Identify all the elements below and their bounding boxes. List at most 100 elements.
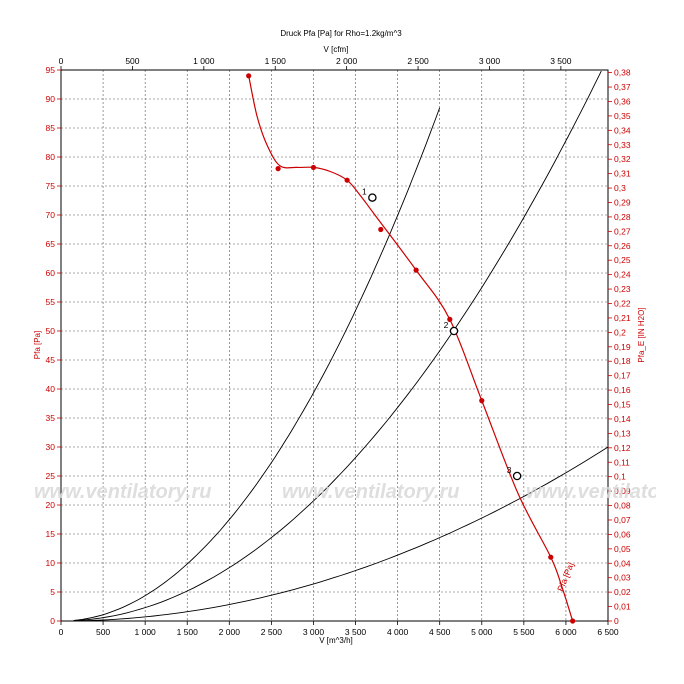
- operating-point-2: [449, 326, 459, 336]
- y-tick-label: 20: [46, 500, 56, 510]
- top-tick-label: 3 000: [479, 56, 501, 66]
- y2-tick-label: 0,07: [614, 515, 631, 525]
- fan-curve-marker: [548, 554, 554, 560]
- operating-points: 1 2 3: [362, 187, 522, 481]
- x-tick-label: 2 000: [219, 627, 241, 637]
- x-tick-label: 4 000: [387, 627, 409, 637]
- top-tick-label: 1 000: [193, 56, 215, 66]
- y2-tick-label: 0,18: [614, 356, 631, 366]
- y-tick-label: 5: [50, 587, 55, 597]
- y2-tick-label: 0,04: [614, 558, 631, 568]
- x-tick-label: 5 500: [513, 627, 535, 637]
- y2-tick-label: 0,28: [614, 212, 631, 222]
- y-tick-label: 35: [46, 413, 56, 423]
- y-tick-label: 15: [46, 529, 56, 539]
- y2-tick-label: 0,35: [614, 111, 631, 121]
- y2-axis-ticks: 0 0,01 0,02 0,03 0,04 0,05 0,06 0,07 0,08 0,09 0,1…: [608, 68, 631, 626]
- y2-tick-label: 0,16: [614, 385, 631, 395]
- y-tick-label: 85: [46, 123, 56, 133]
- y2-tick-label: 0,25: [614, 255, 631, 265]
- top-axis-label: V [cfm]: [324, 45, 349, 54]
- y-axis-label: Pfa [Pa]: [33, 331, 42, 359]
- y2-tick-label: 0,11: [614, 457, 630, 467]
- y2-tick-label: 0,14: [614, 414, 631, 424]
- x-tick-label: 4 500: [429, 627, 451, 637]
- chart-title: Druck Pfa [Pa] for Rho=1.2kg/m^3: [280, 29, 402, 38]
- y2-tick-label: 0,22: [614, 299, 631, 309]
- y2-tick-label: 0,29: [614, 197, 631, 207]
- fan-curve-marker: [570, 618, 576, 624]
- y2-tick-label: 0,27: [614, 226, 631, 236]
- y-tick-label: 10: [46, 558, 56, 568]
- y-tick-label: 30: [46, 442, 56, 452]
- y2-tick-label: 0,36: [614, 96, 631, 106]
- top-tick-label: 2 000: [336, 56, 358, 66]
- system-curve-2: [73, 70, 602, 622]
- watermark-text-2: www.ventilatory.ru: [282, 481, 459, 503]
- y-tick-label: 45: [46, 355, 56, 365]
- x-tick-label: 6 500: [597, 627, 619, 637]
- system-curve-1: [73, 107, 441, 621]
- y2-tick-label: 0,24: [614, 270, 631, 280]
- y2-tick-label: 0,13: [614, 428, 631, 438]
- x-tick-label: 500: [96, 627, 110, 637]
- top-tick-label: 1 500: [265, 56, 287, 66]
- x-tick-label: 3 500: [345, 627, 367, 637]
- watermark-text-3: www.ventilatory.ru: [526, 481, 684, 503]
- x-tick-label: 3 000: [303, 627, 325, 637]
- y-tick-label: 0: [50, 616, 55, 626]
- system-curves: [73, 70, 609, 622]
- y-tick-label: 90: [46, 94, 56, 104]
- y2-tick-label: 0: [614, 616, 619, 626]
- x-tick-label: 2 500: [261, 627, 283, 637]
- y-axis-ticks: 0 5 10 15 20 25 30 35 40 45 50 55 60 65 70 75 80 85 90 95: [46, 65, 61, 626]
- watermark: www.ventilatory.ru www.ventilatory.ru ww…: [34, 481, 684, 503]
- operating-point-3: [512, 471, 522, 481]
- y-tick-label: 75: [46, 181, 56, 191]
- top-tick-label: 0: [59, 56, 64, 66]
- y2-tick-label: 0,31: [614, 169, 631, 179]
- fan-curve-marker: [246, 73, 252, 79]
- fan-curve-marker: [479, 398, 485, 404]
- fan-curve-line: [248, 75, 574, 622]
- y2-tick-label: 0,2: [614, 327, 626, 337]
- top-tick-label: 2 500: [407, 56, 429, 66]
- fan-curve-marker: [344, 177, 350, 183]
- system-curve-3: [73, 446, 609, 622]
- y2-tick-label: 0,15: [614, 400, 631, 410]
- y2-tick-label: 0,26: [614, 241, 631, 251]
- x-tick-label: 1 000: [135, 627, 157, 637]
- y-tick-label: 65: [46, 239, 56, 249]
- y-tick-label: 80: [46, 152, 56, 162]
- y-tick-label: 95: [46, 65, 56, 75]
- y2-tick-label: 0,21: [614, 313, 631, 323]
- y2-tick-label: 0,19: [614, 342, 631, 352]
- y-tick-label: 55: [46, 297, 56, 307]
- fan-curve-marker: [378, 226, 384, 233]
- y2-axis-label: Pfa_E [IN H2O]: [637, 307, 646, 362]
- operating-point-label: 2: [444, 320, 449, 330]
- operating-point-label: 3: [507, 465, 512, 475]
- y2-tick-label: 0,23: [614, 284, 631, 294]
- x-tick-label: 0: [59, 627, 64, 637]
- operating-point-label: 1: [362, 187, 367, 197]
- y2-tick-label: 0,02: [614, 587, 631, 597]
- y2-tick-label: 0,1: [614, 472, 626, 482]
- operating-point-1: [368, 193, 377, 202]
- top-tick-label: 3 500: [550, 56, 572, 66]
- y-tick-label: 40: [46, 384, 56, 394]
- y2-tick-label: 0,32: [614, 154, 631, 164]
- y2-tick-label: 0,34: [614, 125, 631, 135]
- y-tick-label: 70: [46, 210, 56, 220]
- y-tick-label: 60: [46, 268, 56, 278]
- top-axis-ticks: 0 500 1 000 1 500 2 000 2 500 3 000 3 500: [59, 56, 572, 70]
- y2-tick-label: 0,37: [614, 82, 631, 92]
- y2-tick-label: 0,03: [614, 573, 631, 583]
- y-tick-label: 25: [46, 471, 56, 481]
- x-axis-label: V [m^3/h]: [319, 636, 353, 645]
- watermark-clip: [656, 470, 684, 510]
- fan-curve-marker: [413, 267, 419, 273]
- x-tick-label: 1 500: [177, 627, 199, 637]
- y2-tick-label: 0,3: [614, 183, 626, 193]
- x-tick-label: 5 000: [471, 627, 493, 637]
